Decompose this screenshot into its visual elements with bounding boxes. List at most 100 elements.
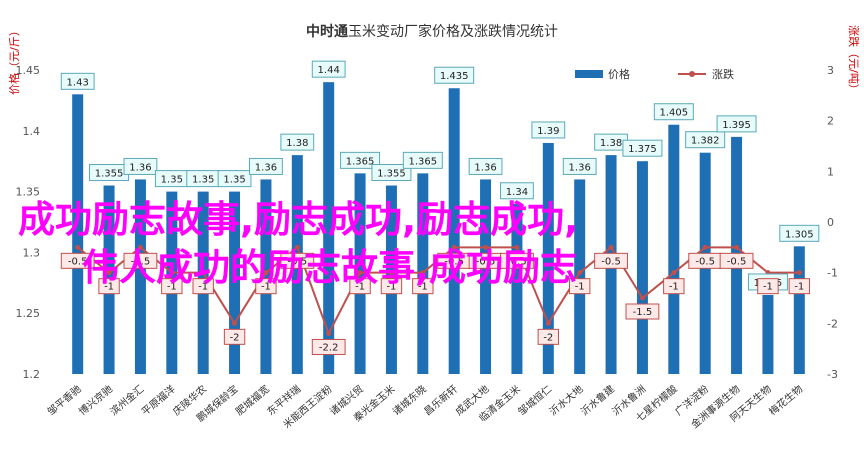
category-label: 梅花生物 [766,382,805,418]
left-axis: 1.2 1.25 1.3 1.35 1.4 1.45 [16,64,41,381]
price-data-label: 1.36 [249,157,283,175]
change-data-label-text: -1 [794,282,804,293]
price-bar [668,124,680,374]
change-data-label-box [594,252,628,269]
legend-change-marker [689,71,695,77]
change-point [388,270,394,276]
price-data-label-text: 1.305 [785,229,814,240]
price-data-label: 1.43 [60,72,95,90]
change-data-label-text: -2.2 [319,342,339,353]
left-tick-label: 1.3 [23,246,41,259]
price-data-label-text: 1.36 [129,162,151,173]
legend-price-swatch [575,70,603,78]
change-data-label-box [60,252,95,269]
category-label: 昌乐新轩 [421,382,460,418]
change-data-label-box [757,278,779,295]
change-data-label: -0.5 [500,252,534,269]
chart-title-strong: 中时通 [306,23,348,40]
price-data-label-text: 1.355 [95,169,124,180]
change-data-label-box [537,328,560,345]
price-data-label: 1.355 [89,164,130,182]
price-data-label-text: 1.36 [569,162,591,173]
change-data-label-text: -1 [418,282,428,293]
price-bar [260,179,272,374]
change-point [294,244,300,250]
price-data-label-box [653,103,694,121]
price-data-label-box [60,72,95,90]
change-data-label-text: -1 [386,282,396,293]
change-data-label: -1 [757,278,779,295]
right-tick-label: 0 [827,216,834,229]
price-data-label: 1.355 [371,164,412,182]
change-data-label-text: -1 [104,282,114,293]
chart-title-rest: 玉米变动厂家价格及涨跌情况统计 [348,23,558,40]
change-data-label-text: -2 [230,332,240,343]
change-point [357,270,363,276]
change-point [326,330,332,336]
price-data-label-box [468,157,503,175]
change-data-label: -1 [412,278,434,295]
price-data-label-text: 1.36 [474,162,496,173]
left-tick-label: 1.25 [16,307,41,320]
right-tick-label: -2 [827,317,838,330]
price-bar [72,94,84,374]
category-label: 博兴京驰 [76,382,115,418]
price-data-label-box [217,170,252,188]
price-data-label-box [562,157,597,175]
change-point [232,320,238,326]
change-data-label-text: -0.5 [507,256,527,267]
change-data-label: -1 [255,278,277,295]
change-point [514,244,520,250]
svg-text:中时通玉米变动厂家价格及涨跌情况统计: 中时通玉米变动厂家价格及涨跌情况统计 [306,23,558,40]
price-data-label-box [371,164,412,182]
price-data-label-box [716,115,757,133]
change-data-label-box [625,303,660,320]
change-point [200,270,206,276]
change-data-label-text: -0.5 [444,256,464,267]
change-data-label-text: -0.5 [727,256,747,267]
price-data-label-text: 1.34 [506,187,528,198]
price-data-label-text: 1.365 [346,156,375,167]
price-data-label: 1.39 [531,121,566,139]
change-data-label-text: -1 [575,282,585,293]
change-data-label-box [412,278,434,295]
price-bar [511,203,523,374]
price-data-label-text: 1.365 [408,156,437,167]
change-data-label-box [380,278,403,295]
price-data-label-box [622,139,663,157]
change-data-label: -1.5 [625,303,660,320]
change-data-labels: -0.5 -1 -0.5 -1 -1 -2 -1 -0.5 -2.2 -1 -1 -1 -0.5 -0.5… [60,252,811,355]
change-data-label-text: -1 [355,282,365,293]
change-data-label: -1 [192,278,214,295]
price-bar [229,191,241,374]
change-data-label-text: -0.5 [695,256,715,267]
change-data-label-text: -1 [763,282,773,293]
price-data-label-text: 1.36 [255,162,277,173]
price-bar [793,246,805,374]
left-tick-label: 1.45 [16,64,41,77]
price-bar [323,82,335,374]
change-data-label: -1 [380,278,403,295]
change-data-label-text: -2 [543,332,553,343]
right-axis-unit: 涨跌（元/吨） [847,25,861,95]
legend-change-label: 涨跌 [712,67,734,81]
change-point [106,270,112,276]
category-label: 沂水大地 [547,382,586,418]
price-data-label: 1.305 [779,224,820,242]
price-data-label-box [685,131,726,149]
change-data-label-box [223,328,246,345]
overlay-line-2: 伟人成功的励志故事,成功励志 [82,246,577,289]
category-label: 诸城东晓 [390,382,429,418]
change-data-label-box [311,338,346,355]
price-data-label: 1.35 [217,170,252,188]
price-data-label-text: 1.44 [318,65,340,76]
left-axis-unit-label: 价格（元/斤） [7,25,21,95]
change-data-label-text: -1 [167,282,177,293]
change-point [702,244,708,250]
change-data-label-box [280,252,315,269]
change-data-label-box [500,252,534,269]
change-data-label: -2.2 [311,338,346,355]
legend-price-label: 价格 [608,67,630,81]
price-data-label: 1.36 [468,157,503,175]
